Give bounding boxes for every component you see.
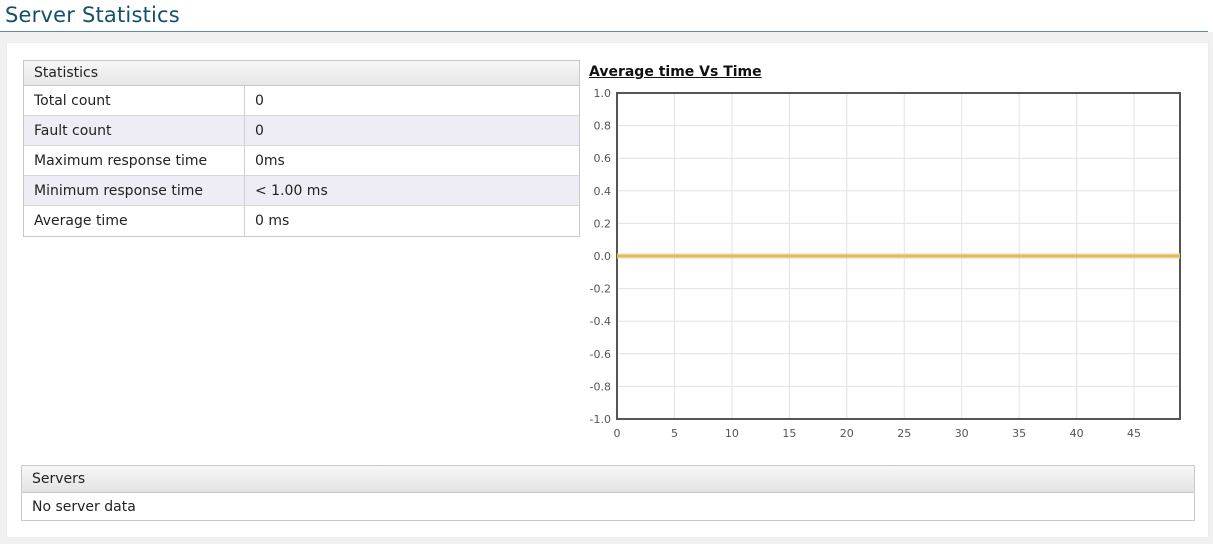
stat-value: 0	[255, 123, 264, 139]
stat-value: 0	[255, 93, 264, 109]
stat-value: < 1.00 ms	[255, 183, 328, 199]
servers-empty-message: No server data	[32, 499, 136, 515]
x-tick-label: 15	[782, 427, 796, 440]
table-row: Maximum response time 0ms	[24, 146, 579, 176]
y-tick-label: -1.0	[590, 413, 611, 426]
servers-header: Servers	[22, 466, 1194, 493]
x-tick-label: 45	[1127, 427, 1141, 440]
table-row: Average time 0 ms	[24, 206, 579, 236]
y-tick-label: 0.8	[594, 120, 612, 133]
y-tick-label: 0.2	[594, 217, 612, 230]
x-tick-label: 40	[1070, 427, 1084, 440]
statistics-header: Statistics	[24, 61, 579, 86]
y-tick-label: -0.8	[590, 380, 611, 393]
servers-panel: Servers No server data	[21, 465, 1195, 521]
table-row: Minimum response time < 1.00 ms	[24, 176, 579, 206]
page-header: Server Statistics	[0, 0, 1208, 32]
table-row: Fault count 0	[24, 116, 579, 146]
x-tick-label: 30	[955, 427, 969, 440]
stat-value: 0 ms	[255, 213, 290, 229]
x-tick-label: 0	[614, 427, 621, 440]
stat-value: 0ms	[255, 153, 285, 169]
x-tick-label: 10	[725, 427, 739, 440]
statistics-table: Statistics Total count 0 Fault count 0 M…	[23, 60, 580, 237]
stat-label: Minimum response time	[24, 176, 245, 205]
x-tick-label: 5	[671, 427, 678, 440]
table-row: Total count 0	[24, 86, 579, 116]
stat-label: Maximum response time	[24, 146, 245, 175]
y-tick-label: 0.0	[594, 250, 612, 263]
page-title: Server Statistics	[5, 3, 180, 27]
y-tick-label: 1.0	[594, 87, 612, 100]
stat-label: Average time	[24, 206, 245, 236]
y-tick-label: 0.4	[594, 185, 612, 198]
y-tick-label: 0.6	[594, 152, 612, 165]
y-tick-label: -0.6	[590, 348, 611, 361]
y-tick-label: -0.4	[590, 315, 611, 328]
x-tick-label: 20	[840, 427, 854, 440]
x-tick-label: 35	[1012, 427, 1026, 440]
y-tick-label: -0.2	[590, 283, 611, 296]
stat-label: Total count	[24, 86, 245, 115]
stat-label: Fault count	[24, 116, 245, 145]
chart-title: Average time Vs Time	[589, 64, 762, 80]
average-time-chart: 0 5 10 15 20 25 30 35 40 45 1.0 0.8 0.6 0.4 0.2 0.0 -0.2…	[590, 87, 1181, 440]
x-tick-label: 25	[897, 427, 911, 440]
